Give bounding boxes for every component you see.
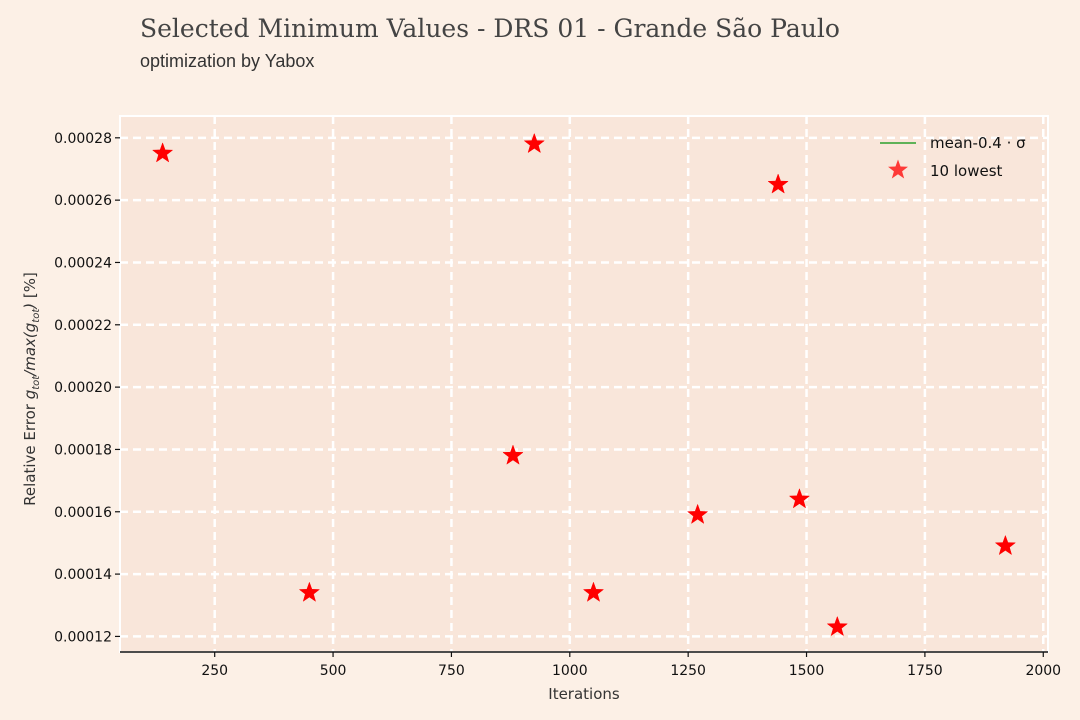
y-tick-label: 0.00024 xyxy=(54,255,112,271)
y-axis-title: Relative Error gtot/max(gtot) [%] xyxy=(21,272,42,506)
y-axis-ticks: 0.00012 0.00014 0.00016 0.00018 0.00020 0.000… xyxy=(54,131,120,645)
y-tick-label: 0.00016 xyxy=(54,505,112,521)
legend-swatch-lowest xyxy=(888,159,908,179)
x-axis-ticks: 250 500 750 1000 1250 1500 1750 2000 xyxy=(201,652,1061,679)
y-tick-label: 0.00028 xyxy=(54,131,112,147)
x-tick-label: 500 xyxy=(320,663,347,679)
data-points xyxy=(151,132,1017,637)
data-point-star xyxy=(686,503,709,524)
legend-label-mean: mean-0.4 · σ xyxy=(930,134,1026,152)
x-axis-title: Iterations xyxy=(548,685,620,703)
data-point-star xyxy=(298,581,321,602)
x-tick-label: 250 xyxy=(201,663,228,679)
data-point-star xyxy=(826,615,848,637)
x-tick-label: 2000 xyxy=(1025,663,1061,679)
x-tick-label: 1250 xyxy=(670,663,706,679)
chart-subtitle: optimization by Yabox xyxy=(140,51,315,71)
data-point-star xyxy=(523,132,545,154)
data-point-star xyxy=(151,142,174,163)
data-point-star xyxy=(767,173,789,194)
data-point-star xyxy=(788,488,811,509)
y-tick-label: 0.00026 xyxy=(54,193,112,209)
x-tick-label: 1000 xyxy=(552,663,588,679)
y-tick-label: 0.00020 xyxy=(54,380,112,396)
legend: mean-0.4 · σ 10 lowest xyxy=(880,134,1026,180)
y-tick-label: 0.00014 xyxy=(54,567,112,583)
grid-lines xyxy=(120,116,1048,652)
x-tick-label: 1500 xyxy=(789,663,825,679)
y-tick-label: 0.00018 xyxy=(54,442,112,458)
y-tick-label: 0.00012 xyxy=(54,629,112,645)
y-tick-label: 0.00022 xyxy=(54,318,112,334)
data-point-star xyxy=(582,581,605,602)
plot-area xyxy=(119,115,1049,653)
data-point-star xyxy=(994,534,1017,556)
x-tick-label: 750 xyxy=(438,663,465,679)
x-tick-label: 1750 xyxy=(907,663,943,679)
chart-title: Selected Minimum Values - DRS 01 - Grand… xyxy=(140,14,840,43)
legend-label-lowest: 10 lowest xyxy=(930,162,1003,180)
data-point-star xyxy=(502,444,524,465)
